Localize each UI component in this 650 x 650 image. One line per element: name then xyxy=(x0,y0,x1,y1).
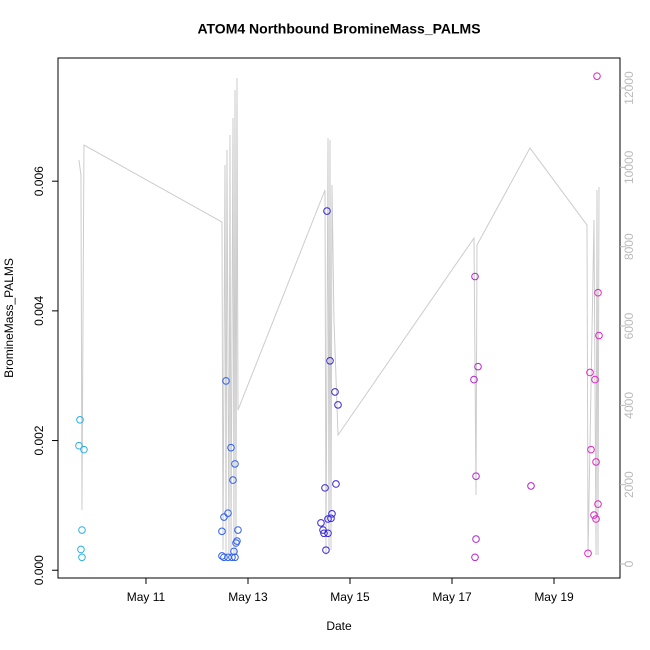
y2-tick-label: 6000 xyxy=(622,312,636,339)
data-point xyxy=(334,401,342,409)
data-point xyxy=(587,445,595,454)
data-point xyxy=(472,472,480,481)
data-point xyxy=(227,443,235,452)
data-point xyxy=(76,415,84,424)
y-tick-label: 0.006 xyxy=(32,166,46,196)
x-tick-label: May 17 xyxy=(432,590,472,604)
data-point xyxy=(323,207,331,215)
data-point xyxy=(77,545,85,554)
y-tick-label: 0.004 xyxy=(32,296,46,326)
data-point xyxy=(332,480,340,488)
data-point xyxy=(220,513,228,521)
data-point xyxy=(593,72,601,80)
data-point xyxy=(321,484,329,492)
y2-tick-label: 0 xyxy=(622,560,636,567)
data-point xyxy=(231,460,239,468)
data-point xyxy=(222,377,230,385)
data-point xyxy=(320,529,328,538)
data-point xyxy=(471,553,479,562)
y2-tick-label: 2000 xyxy=(622,471,636,498)
data-point xyxy=(234,526,242,534)
x-tick-label: May 11 xyxy=(127,590,166,604)
data-point xyxy=(80,445,88,454)
y2-tick-label: 12000 xyxy=(622,71,636,105)
data-point xyxy=(527,482,535,490)
data-point xyxy=(75,441,83,450)
data-point xyxy=(220,553,228,562)
data-point xyxy=(590,511,598,519)
chart-title: ATOM4 Northbound BromineMass_PALMS xyxy=(197,21,480,37)
data-point xyxy=(584,549,592,558)
data-point xyxy=(324,515,332,523)
y-axis-label: BromineMass_PALMS xyxy=(2,258,16,378)
data-point xyxy=(594,288,602,297)
x-tick-label: May 15 xyxy=(330,590,370,604)
data-point xyxy=(594,500,602,508)
data-point xyxy=(474,362,482,371)
data-point xyxy=(326,356,334,365)
data-point xyxy=(322,546,330,554)
data-point xyxy=(592,515,600,523)
data-point xyxy=(228,553,236,562)
data-point xyxy=(324,529,332,538)
data-point xyxy=(327,514,335,523)
x-tick-label: May 13 xyxy=(228,590,268,604)
data-point xyxy=(232,539,240,547)
data-point xyxy=(471,272,479,281)
data-point xyxy=(472,535,480,543)
altitude-line xyxy=(78,78,600,556)
x-tick-label: May 19 xyxy=(534,590,574,604)
data-point xyxy=(470,375,478,384)
y-tick-label: 0.000 xyxy=(32,555,46,585)
data-point xyxy=(78,553,86,562)
y2-tick-label: 10000 xyxy=(622,150,636,184)
data-point xyxy=(328,510,336,518)
data-point xyxy=(592,458,600,466)
y-tick-label: 0.002 xyxy=(32,425,46,455)
y2-tick-label: 4000 xyxy=(622,392,636,419)
data-point xyxy=(231,553,239,562)
data-point xyxy=(595,331,603,340)
data-point xyxy=(229,476,237,484)
data-point xyxy=(591,375,599,384)
data-point xyxy=(317,519,325,527)
y2-tick-label: 8000 xyxy=(622,233,636,260)
x-axis-label: Date xyxy=(326,619,352,633)
data-point xyxy=(224,509,232,517)
data-point xyxy=(78,526,86,534)
data-point xyxy=(586,368,594,377)
plot-frame xyxy=(57,57,621,579)
data-point xyxy=(331,388,339,396)
data-point xyxy=(218,527,226,536)
